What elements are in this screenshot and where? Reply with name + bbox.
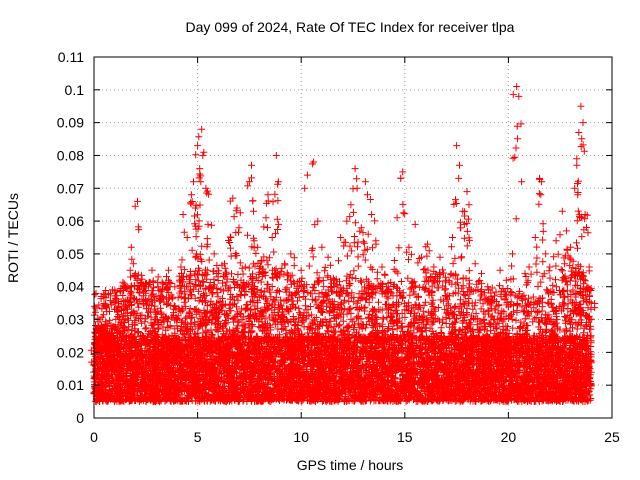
x-tick-label: 5 xyxy=(194,429,202,445)
y-axis-title: ROTI / TECUs xyxy=(5,193,21,283)
x-tick-label: 0 xyxy=(90,429,98,445)
roti-points xyxy=(87,83,599,406)
data-points xyxy=(87,83,599,406)
x-tick-label: 25 xyxy=(604,429,620,445)
axis-ticks xyxy=(93,56,613,419)
y-tick-label: 0.03 xyxy=(57,312,84,328)
y-tick-label: 0.11 xyxy=(58,49,84,65)
y-tick-label: 0.08 xyxy=(57,147,84,163)
plot-frame xyxy=(93,56,613,419)
x-tick-label: 20 xyxy=(501,429,517,445)
y-tick-label: 0.06 xyxy=(57,213,84,229)
x-tick-label: 15 xyxy=(397,429,413,445)
axis-tick-labels: 0 5 10 15 20 25 0 0.01 0.02 0.03 0.04 0.05 0.06 0.07 0… xyxy=(57,49,620,445)
y-tick-label: 0.05 xyxy=(57,246,84,262)
x-tick-label: 10 xyxy=(293,429,309,445)
x-axis-title: GPS time / hours xyxy=(297,457,404,473)
y-tick-label: 0.07 xyxy=(57,180,84,196)
y-tick-label: 0.1 xyxy=(65,82,85,98)
y-tick-label: 0.01 xyxy=(57,377,84,393)
y-tick-label: 0.09 xyxy=(57,115,84,131)
chart-title: Day 099 of 2024, Rate Of TEC Index for r… xyxy=(186,19,515,35)
y-tick-label: 0.04 xyxy=(57,279,84,295)
y-tick-label: 0.02 xyxy=(57,344,84,360)
y-tick-label: 0 xyxy=(76,410,84,426)
